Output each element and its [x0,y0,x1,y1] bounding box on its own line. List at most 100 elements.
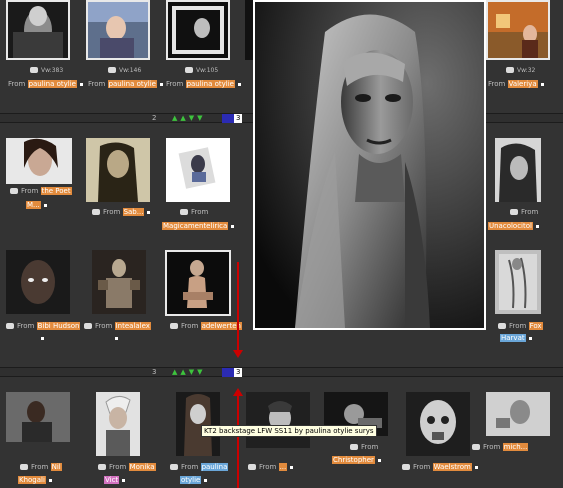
from-label: From [488,80,506,88]
tag-icon [40,336,45,341]
author-link[interactable]: paulina otylie [185,80,235,88]
comment-icon [498,323,506,329]
author-link[interactable]: Unacolocitol [488,222,533,230]
comment-icon [506,67,514,73]
author-link[interactable]: Christopher [332,456,375,464]
red-arrow-line [237,262,239,354]
from-label: From [259,463,277,471]
comment-icon [402,464,410,470]
tag-icon [203,478,209,483]
photo-thumb[interactable] [6,0,70,60]
photo-thumb[interactable] [486,392,550,436]
author-link[interactable]: Bibi Hudson [36,322,81,330]
comment-icon [30,67,38,73]
comment-icon [350,444,358,450]
page-input[interactable]: 3 [222,368,242,377]
photo-thumb[interactable] [96,392,140,456]
comment-icon [84,323,92,329]
author-link-extra[interactable]: otylie [180,476,202,484]
photo-thumb[interactable] [92,250,146,314]
author-link[interactable]: the Poet [40,187,72,195]
view-count: Vw:105 [196,67,219,74]
from-label: From [31,463,49,471]
tag-icon [114,336,119,341]
photo-thumb[interactable] [166,138,230,202]
author-link[interactable]: adelwerten [200,322,242,330]
photo-thumb[interactable] [406,392,470,456]
from-label: From [191,208,209,216]
view-count: Vw:383 [41,67,64,74]
photo-thumb[interactable] [176,392,220,456]
comment-icon [170,464,178,470]
photo-thumb[interactable] [165,250,231,316]
from-label: From [103,208,121,216]
from-label: From [8,80,26,88]
comment-icon [98,464,106,470]
from-label: From [21,187,39,195]
from-label: From [483,443,501,451]
photo-preview[interactable] [253,0,486,330]
author-link[interactable]: Valeriya [507,80,538,88]
author-link[interactable]: paulina otylie [107,80,157,88]
page-number[interactable]: 2 [152,114,157,122]
from-label: From [109,463,127,471]
from-label: From [88,80,106,88]
tag-icon [236,82,242,87]
tooltip: KT2 backstage LFW SS11 by paulina otylie… [201,425,377,437]
photo-thumb[interactable] [86,0,150,60]
author-link[interactable]: mich... [502,443,529,451]
tag-icon [473,465,479,470]
from-label: From [521,208,539,216]
comment-icon [248,464,256,470]
red-arrow-line [237,396,239,488]
nav-arrows-icon[interactable]: ▲▲▼▼ [172,368,206,376]
photo-thumb[interactable] [486,0,550,60]
view-count: Vw:146 [119,67,142,74]
tag-icon [47,478,53,483]
photo-thumb[interactable] [245,0,253,60]
tag-icon [121,478,127,483]
tag-icon [534,224,540,229]
author-link[interactable]: Fox [528,322,543,330]
author-link[interactable]: paulina [200,463,229,471]
tag-icon [146,210,152,215]
comment-icon [510,209,518,215]
from-label: From [181,322,199,330]
comment-icon [6,323,14,329]
photo-thumb[interactable] [6,392,70,442]
tag-icon [527,336,533,341]
author-link[interactable]: Monika [128,463,156,471]
comment-icon [185,67,193,73]
author-link[interactable]: Nil [50,463,62,471]
author-link[interactable]: paulina otylie [27,80,77,88]
author-link-extra[interactable]: Harvat [500,334,526,342]
photo-thumb[interactable] [86,138,150,202]
from-label: From [181,463,199,471]
photo-thumb[interactable] [246,392,310,448]
red-arrow-down-icon [233,350,243,358]
photo-thumb[interactable] [6,138,72,184]
author-link[interactable]: Intealalex [114,322,151,330]
page-number[interactable]: 3 [152,368,157,376]
photo-thumb[interactable] [495,138,541,202]
tag-icon [376,458,382,463]
author-link[interactable]: Magicamentelirica [162,222,229,230]
author-link[interactable]: Sab... [122,208,145,216]
author-link-extra[interactable]: M... [26,201,41,209]
tag-icon [78,82,84,87]
from-label: From [166,80,184,88]
photo-thumb[interactable] [6,250,70,314]
from-label: From [95,322,113,330]
author-link[interactable]: Waelstrom [432,463,472,471]
author-link-extra[interactable]: Khogali [18,476,46,484]
from-label: From [413,463,431,471]
from-label: From [17,322,35,330]
page-input[interactable]: 3 [222,114,242,123]
nav-arrows-icon[interactable]: ▲▲▼▼ [172,114,206,122]
tag-icon [42,203,48,208]
photo-thumb[interactable] [495,250,541,314]
photo-thumb[interactable] [166,0,230,60]
author-link-extra[interactable]: Vict [104,476,120,484]
author-link[interactable]: ... [278,463,288,471]
comment-icon [108,67,116,73]
